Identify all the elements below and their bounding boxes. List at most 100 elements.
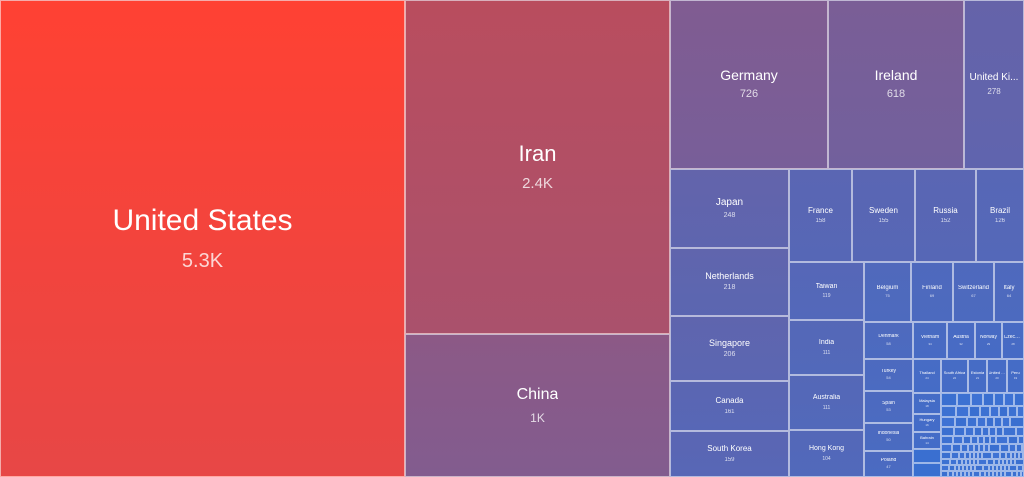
treemap-small-cell[interactable] [1011, 459, 1015, 465]
treemap-cell-malaysia[interactable]: Malaysia 18 [913, 393, 941, 414]
treemap-small-cell[interactable] [1004, 393, 1014, 406]
treemap-small-cell[interactable] [992, 452, 1000, 459]
treemap-cell-united-a[interactable]: United A... 20 [987, 359, 1007, 393]
treemap-small-cell[interactable] [982, 452, 992, 459]
treemap-small-cell[interactable] [971, 436, 978, 444]
treemap-cell-india[interactable]: India 111 [789, 320, 864, 375]
treemap-small-cell[interactable] [977, 417, 986, 427]
treemap-cell-poland[interactable]: Poland 47 [864, 451, 913, 477]
treemap-small-cell[interactable] [953, 436, 963, 444]
treemap-small-cell[interactable] [974, 459, 978, 465]
treemap-small-cell[interactable] [957, 459, 962, 465]
treemap-small-cell[interactable] [941, 444, 952, 452]
treemap-small-cell[interactable] [1003, 427, 1016, 436]
treemap-cell-indonesia[interactable]: Indonesia 50 [864, 423, 913, 451]
treemap-small-cell[interactable] [955, 417, 967, 427]
treemap-small-cell[interactable] [993, 465, 997, 471]
treemap-small-cell[interactable] [1001, 465, 1005, 471]
treemap-small-cell[interactable] [963, 465, 967, 471]
treemap-cell-netherlands[interactable]: Netherlands 218 [670, 248, 789, 316]
treemap-cell-czech-re[interactable]: Czech Re...28 [1002, 322, 1024, 359]
treemap-small-cell[interactable] [1009, 465, 1017, 471]
treemap-small-cell[interactable] [1000, 444, 1009, 452]
treemap-cell-japan[interactable]: Japan 248 [670, 169, 789, 248]
treemap-small-cell[interactable] [984, 436, 990, 444]
treemap-small-cell[interactable] [1000, 452, 1006, 459]
treemap-small-cell[interactable] [996, 436, 1008, 444]
treemap-small-cell[interactable] [959, 465, 963, 471]
treemap-small-cell[interactable] [1018, 436, 1024, 444]
treemap-small-cell[interactable] [956, 406, 969, 417]
treemap-cell-denmark[interactable]: Denmark 58 [864, 322, 913, 359]
treemap-small-cell[interactable] [913, 449, 941, 463]
treemap-small-cell[interactable] [1007, 459, 1011, 465]
treemap-small-cell[interactable] [968, 444, 974, 452]
treemap-small-cell[interactable] [984, 444, 989, 452]
treemap-cell-russia[interactable]: Russia 152 [915, 169, 976, 262]
treemap-small-cell[interactable] [971, 465, 975, 471]
treemap-small-cell[interactable] [1016, 427, 1024, 436]
treemap-small-cell[interactable] [1019, 452, 1023, 459]
treemap-small-cell[interactable] [941, 393, 957, 406]
treemap-cell-thailand[interactable]: Thailand 24 [913, 359, 941, 393]
treemap-small-cell[interactable] [999, 406, 1008, 417]
treemap-small-cell[interactable] [961, 444, 968, 452]
treemap-small-cell[interactable] [1014, 393, 1024, 406]
treemap-small-cell[interactable] [987, 459, 994, 465]
treemap-small-cell[interactable] [982, 427, 989, 436]
treemap-cell-estonia[interactable]: Estonia 21 [968, 359, 987, 393]
treemap-cell-canada[interactable]: Canada 161 [670, 381, 789, 431]
treemap-small-cell[interactable] [1003, 459, 1007, 465]
treemap-small-cell[interactable] [994, 417, 1002, 427]
treemap-small-cell[interactable] [980, 406, 990, 417]
treemap-small-cell[interactable] [941, 417, 955, 427]
treemap-cell-hungary[interactable]: Hungary 16 [913, 414, 941, 432]
treemap-small-cell[interactable] [1015, 452, 1019, 459]
treemap-small-cell[interactable] [978, 436, 984, 444]
treemap-small-cell[interactable] [1005, 471, 1012, 477]
treemap-small-cell[interactable] [965, 427, 974, 436]
treemap-small-cell[interactable] [967, 465, 971, 471]
treemap-small-cell[interactable] [962, 459, 966, 465]
treemap-small-cell[interactable] [983, 393, 994, 406]
treemap-cell-sweden[interactable]: Sweden 155 [852, 169, 915, 262]
treemap-small-cell[interactable] [967, 417, 977, 427]
treemap-cell-south-korea[interactable]: South Korea 159 [670, 431, 789, 477]
treemap-small-cell[interactable] [1008, 406, 1017, 417]
treemap-small-cell[interactable] [950, 459, 957, 465]
treemap-cell-ireland[interactable]: Ireland 618 [828, 0, 964, 169]
treemap-small-cell[interactable] [952, 444, 961, 452]
treemap-small-cell[interactable] [1016, 444, 1022, 452]
treemap-cell-turkey[interactable]: Turkey 54 [864, 359, 913, 391]
treemap-cell-china[interactable]: China 1K [405, 334, 670, 477]
treemap-small-cell[interactable] [989, 427, 996, 436]
treemap-small-cell[interactable] [983, 465, 989, 471]
treemap-small-cell[interactable] [957, 393, 971, 406]
treemap-small-cell[interactable] [986, 417, 994, 427]
treemap-cell-south-africa[interactable]: South Africa 22 [941, 359, 968, 393]
treemap-cell-brazil[interactable]: Brazil 126 [976, 169, 1024, 262]
treemap-cell-belgium[interactable]: Belgium 75 [864, 262, 911, 322]
treemap-small-cell[interactable] [978, 452, 982, 459]
treemap-small-cell[interactable] [965, 452, 970, 459]
treemap-cell-singapore[interactable]: Singapore 206 [670, 316, 789, 381]
treemap-small-cell[interactable] [1011, 452, 1015, 459]
treemap-small-cell[interactable] [941, 471, 948, 477]
treemap-small-cell[interactable] [949, 465, 955, 471]
treemap-cell-spain[interactable]: Spain 53 [864, 391, 913, 423]
treemap-small-cell[interactable] [994, 393, 1004, 406]
treemap-small-cell[interactable] [955, 465, 959, 471]
treemap-small-cell[interactable] [941, 465, 949, 471]
treemap-small-cell[interactable] [975, 465, 983, 471]
treemap-small-cell[interactable] [996, 427, 1003, 436]
treemap-small-cell[interactable] [959, 452, 965, 459]
treemap-cell-vietnam[interactable]: Vietnam 34 [913, 322, 947, 359]
treemap-small-cell[interactable] [941, 452, 951, 459]
treemap-small-cell[interactable] [974, 444, 979, 452]
treemap-cell-switzerland[interactable]: Switzerland 67 [953, 262, 994, 322]
treemap-small-cell[interactable] [973, 471, 980, 477]
treemap-small-cell[interactable] [954, 427, 965, 436]
treemap-cell-united-states[interactable]: United States 5.3K [0, 0, 405, 477]
treemap-cell-finland[interactable]: Finland 69 [911, 262, 953, 322]
treemap-cell-italy[interactable]: Italy 64 [994, 262, 1024, 322]
